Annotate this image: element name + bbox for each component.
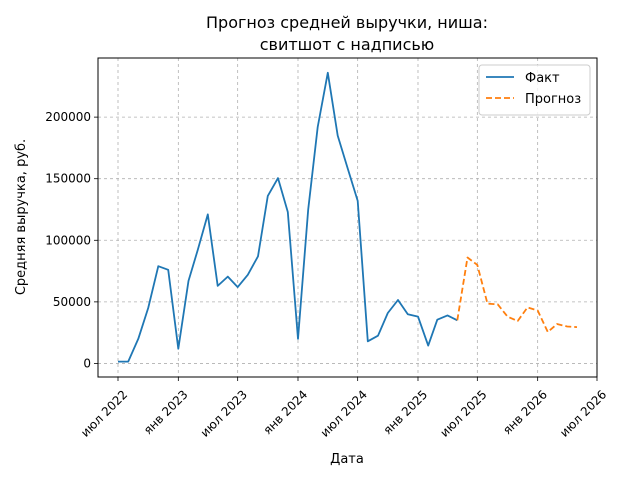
y-tick-label: 100000 bbox=[45, 233, 91, 247]
data-point bbox=[576, 326, 578, 328]
data-point bbox=[237, 286, 239, 288]
data-point bbox=[247, 274, 249, 276]
data-point bbox=[556, 323, 558, 325]
data-point bbox=[357, 200, 359, 202]
series-lines bbox=[117, 71, 578, 363]
data-point bbox=[197, 249, 199, 251]
data-point bbox=[436, 319, 438, 321]
data-point bbox=[427, 345, 429, 347]
chart-title-line-1: Прогноз средней выручки, ниша: bbox=[206, 13, 488, 32]
y-tick-label: 50000 bbox=[53, 295, 91, 309]
y-axis-label: Средняя выручка, руб. bbox=[14, 139, 29, 295]
data-point bbox=[157, 265, 159, 267]
data-point bbox=[517, 320, 519, 322]
data-point bbox=[566, 326, 568, 328]
data-point bbox=[537, 310, 539, 312]
data-point bbox=[397, 299, 399, 301]
data-point bbox=[257, 255, 259, 257]
data-point bbox=[227, 276, 229, 278]
data-point bbox=[547, 331, 549, 333]
x-axis-label: Дата bbox=[330, 452, 364, 467]
y-tick-label: 150000 bbox=[45, 172, 91, 186]
data-point bbox=[307, 209, 309, 211]
data-point bbox=[456, 319, 458, 321]
grid bbox=[98, 58, 598, 377]
data-point bbox=[297, 338, 299, 340]
data-point bbox=[467, 257, 469, 259]
chart-title-line-2: свитшот с надписью bbox=[260, 35, 435, 54]
data-point bbox=[476, 264, 478, 266]
data-point bbox=[147, 307, 149, 309]
data-point bbox=[127, 361, 129, 363]
data-point bbox=[267, 195, 269, 197]
data-point bbox=[497, 303, 499, 305]
data-point bbox=[507, 316, 509, 318]
data-point bbox=[317, 126, 319, 128]
data-point bbox=[277, 177, 279, 179]
data-point bbox=[188, 280, 190, 282]
series-line-fact bbox=[118, 71, 458, 363]
data-point bbox=[137, 338, 139, 340]
series-line-forecast bbox=[456, 256, 578, 333]
data-point bbox=[207, 214, 209, 216]
data-point bbox=[287, 211, 289, 213]
data-point bbox=[417, 316, 419, 318]
data-point bbox=[407, 313, 409, 315]
legend: Факт Прогноз bbox=[478, 64, 591, 116]
y-tick-label: 0 bbox=[83, 356, 91, 370]
data-point bbox=[447, 315, 449, 317]
data-point bbox=[387, 312, 389, 314]
data-point bbox=[367, 340, 369, 342]
legend-label-forecast: Прогноз bbox=[525, 92, 581, 107]
data-point bbox=[177, 348, 179, 350]
data-point bbox=[487, 303, 489, 305]
y-tick-label: 200000 bbox=[45, 110, 91, 124]
data-point bbox=[347, 168, 349, 170]
data-point bbox=[337, 135, 339, 137]
plot-frame bbox=[97, 57, 598, 378]
data-point bbox=[377, 335, 379, 337]
data-point bbox=[167, 269, 169, 271]
data-point bbox=[327, 72, 329, 74]
data-point bbox=[527, 307, 529, 309]
data-point bbox=[117, 361, 119, 363]
legend-label-fact: Факт bbox=[525, 71, 560, 86]
data-point bbox=[217, 285, 219, 287]
